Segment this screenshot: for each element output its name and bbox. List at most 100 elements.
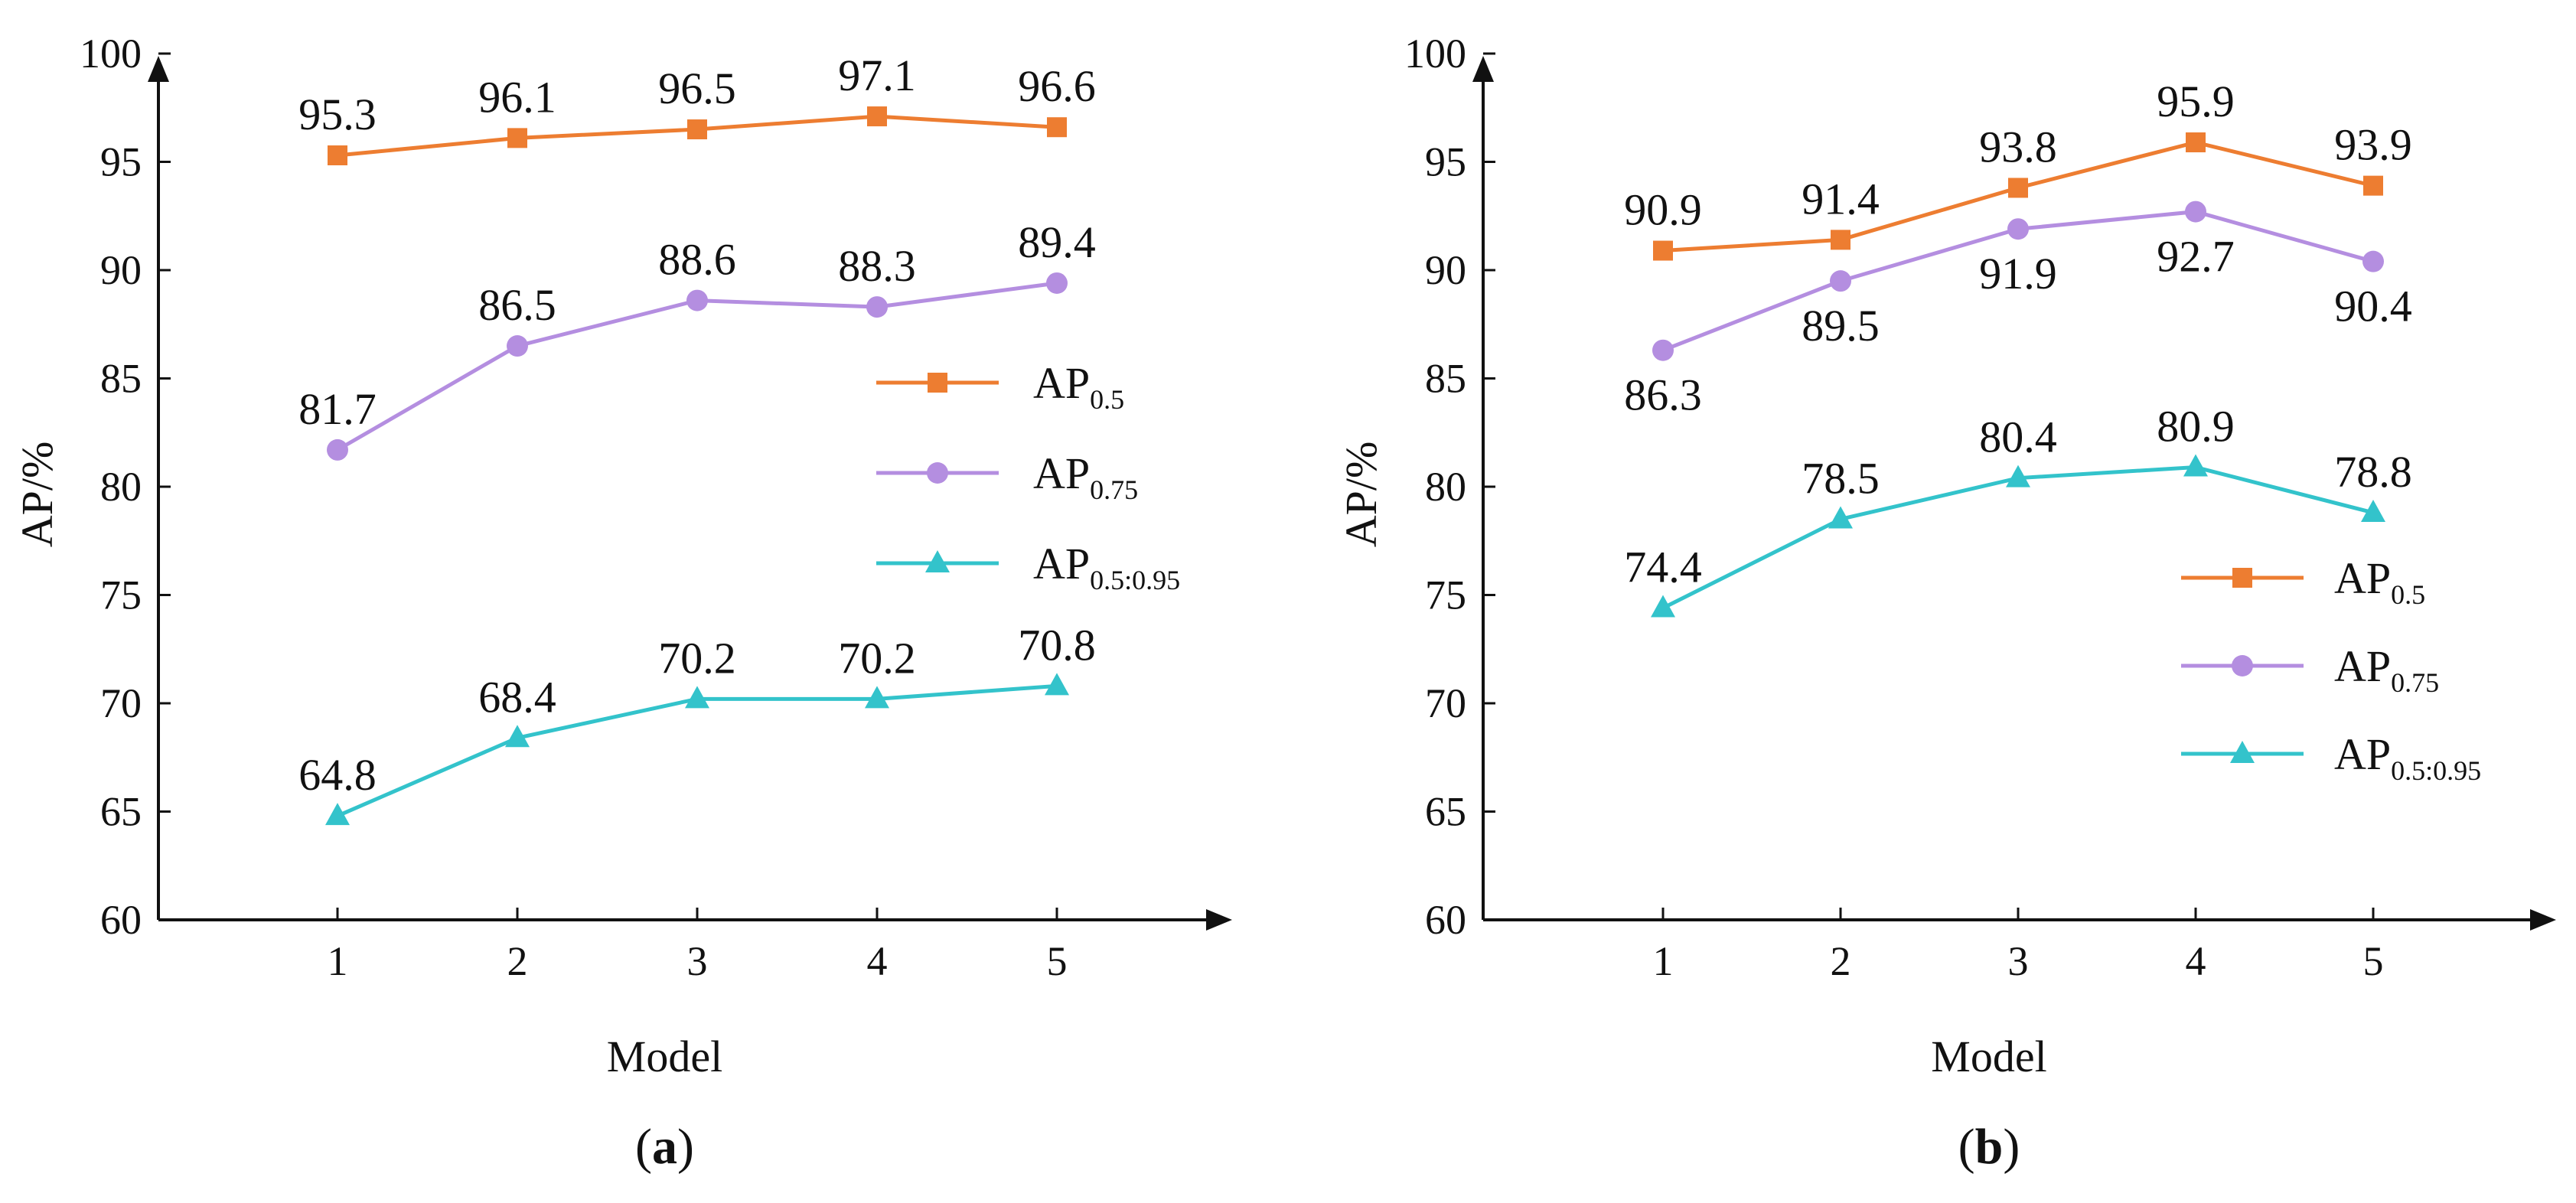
data-label: 93.8	[1979, 122, 2057, 171]
y-tick-label: 85	[100, 356, 142, 402]
data-point	[325, 803, 350, 826]
legend-entry: AP0.5	[876, 358, 1124, 415]
panel-letter: a	[652, 1119, 677, 1175]
data-point	[1831, 230, 1850, 250]
series-line	[1661, 465, 2374, 610]
y-tick-label: 85	[1425, 356, 1466, 402]
data-point	[1046, 272, 1068, 294]
y-tick-label: 90	[100, 247, 142, 293]
series-0-5-0-95: 64.8 68.4 70.2 70.2 70.8	[298, 620, 1096, 826]
y-tick-label: 65	[1425, 789, 1466, 835]
x-tick-label: 1	[328, 938, 348, 984]
panel-label: (b)	[1958, 1119, 2020, 1175]
data-label: 96.1	[478, 72, 556, 122]
x-tick-label: 4	[867, 938, 888, 984]
data-label: 64.8	[298, 750, 377, 800]
x-axis-arrow	[2530, 909, 2556, 931]
legend-label-main: AP	[1033, 539, 1090, 588]
data-label: 88.3	[838, 241, 916, 291]
data-point	[2362, 250, 2384, 272]
data-point	[685, 686, 709, 709]
y-tick-label: 60	[1425, 897, 1466, 943]
data-label: 70.2	[838, 633, 916, 683]
legend-entry: AP0.75	[876, 448, 1138, 505]
data-point	[1828, 506, 1853, 529]
data-point	[687, 119, 707, 140]
data-point	[2183, 454, 2208, 477]
legend-marker	[2232, 568, 2252, 588]
data-label: 90.9	[1624, 185, 1702, 235]
panel-label: (a)	[635, 1119, 694, 1175]
data-point	[1651, 595, 1675, 618]
series-0-5-0-95: 74.4 78.5 80.4 80.9 78.8	[1624, 402, 2412, 618]
data-point	[2185, 200, 2206, 223]
data-label: 80.4	[1979, 412, 2057, 462]
legend-marker	[2230, 741, 2255, 763]
x-tick-label: 2	[507, 938, 528, 984]
panel-letter: b	[1975, 1119, 2004, 1175]
legend-marker	[925, 550, 950, 572]
legend-label: AP0.5:0.95	[1033, 539, 1180, 595]
data-label: 70.8	[1018, 620, 1096, 670]
x-axis-label: Model	[1931, 1032, 2046, 1081]
legend-entry: AP0.5:0.95	[876, 539, 1180, 595]
series-0-75: 81.7 86.5 88.6 88.3 89.4	[298, 217, 1096, 461]
x-axis-label: Model	[607, 1032, 722, 1081]
legend-label-subscript: 0.5:0.95	[1090, 565, 1180, 595]
data-label: 89.4	[1018, 217, 1096, 267]
data-label: 97.1	[838, 51, 916, 100]
legend-label-subscript: 0.5	[2391, 579, 2425, 610]
data-label: 91.4	[1802, 174, 1880, 223]
data-label: 68.4	[478, 672, 556, 722]
legend-label-main: AP	[2334, 729, 2391, 779]
x-tick-label: 4	[2186, 938, 2206, 984]
data-label: 74.4	[1624, 542, 1702, 592]
legend-label-main: AP	[2334, 553, 2391, 603]
y-tick-label: 100	[80, 31, 142, 77]
data-label: 86.5	[478, 280, 556, 330]
data-point	[505, 725, 530, 748]
legend-entry: AP0.5	[2181, 553, 2425, 610]
legend-label: AP0.75	[1033, 448, 1138, 505]
legend-label: AP0.5:0.95	[2334, 729, 2481, 786]
y-tick-label: 75	[1425, 572, 1466, 618]
legend-entry: AP0.75	[2181, 641, 2439, 698]
data-label: 95.9	[2157, 77, 2235, 126]
data-label: 91.9	[1979, 249, 2057, 298]
legend-label-subscript: 0.5:0.95	[2391, 755, 2481, 786]
data-point	[2006, 465, 2030, 487]
data-point	[507, 335, 528, 357]
data-point	[328, 145, 347, 166]
legend-entry: AP0.5:0.95	[2181, 729, 2481, 786]
y-tick-label: 80	[100, 464, 142, 510]
chart-b: 60 65 70 75 80 85 90 95 100 1 2 3 4 5 Model AP/% 90.9 91.…	[1336, 31, 2556, 1175]
data-label: 92.7	[2157, 232, 2235, 282]
data-label: 89.5	[1802, 301, 1880, 350]
data-label: 93.9	[2334, 120, 2412, 170]
x-tick-label: 1	[1653, 938, 1674, 984]
series-0-5: 90.9 91.4 93.8 95.9 93.9	[1624, 77, 2412, 261]
x-tick-label: 5	[2363, 938, 2384, 984]
y-tick-label: 75	[100, 572, 142, 618]
data-point	[1652, 339, 1674, 361]
data-point	[327, 438, 348, 461]
data-point	[507, 128, 527, 148]
legend-marker	[928, 373, 947, 393]
legend-label-subscript: 0.75	[1090, 474, 1138, 505]
data-label: 95.3	[298, 90, 377, 139]
panel-paren-open: (	[1958, 1119, 1975, 1175]
legend-marker	[2232, 655, 2253, 676]
data-label: 78.5	[1802, 453, 1880, 503]
legend-marker	[927, 462, 948, 484]
legend-label: AP0.75	[2334, 641, 2439, 698]
data-point	[865, 686, 889, 709]
y-tick-label: 70	[100, 680, 142, 726]
x-tick-label: 5	[1047, 938, 1068, 984]
legend-label: AP0.5	[1033, 358, 1124, 415]
y-tick-label: 60	[100, 897, 142, 943]
y-axis-arrow	[148, 56, 169, 82]
legend-label-main: AP	[1033, 358, 1090, 408]
x-tick-label: 3	[2008, 938, 2029, 984]
data-label: 88.6	[658, 235, 736, 285]
